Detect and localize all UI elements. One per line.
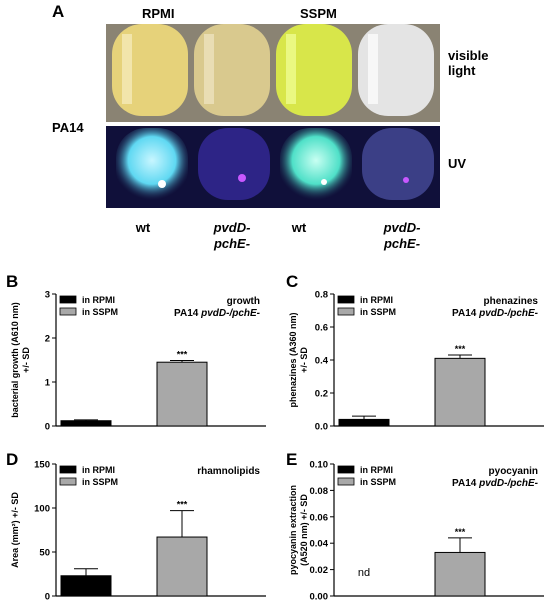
bar-1 — [156, 536, 208, 597]
y-tick-label: 0.2 — [315, 389, 328, 400]
y-axis-label-2: (A520 nm) +/- SD — [299, 494, 309, 566]
y-tick-label: 150 — [34, 460, 50, 471]
y-tick-label: 2 — [45, 334, 50, 345]
strain-label: PA14 — [52, 120, 84, 135]
panel-d-letter: D — [6, 450, 19, 469]
tube-photograph — [106, 24, 440, 208]
tube-uv-rpmi-wt — [116, 128, 188, 200]
panel-e-letter: E — [286, 450, 298, 469]
legend-label: in SSPM — [82, 477, 118, 487]
legend-swatch — [59, 307, 77, 316]
y-tick-label: 3 — [45, 290, 50, 301]
strain-label-1: wt — [135, 220, 151, 235]
y-tick-label: 0 — [45, 422, 50, 433]
visible-light-label: visible light — [448, 48, 489, 78]
legend-label: in RPMI — [82, 295, 115, 305]
chart-d-rhamnolipids: 0 50 100 150 Area (mm²) +/- SD *** in RPMI in S… — [10, 460, 266, 603]
legend-label: in SSPM — [360, 477, 396, 487]
legend-label: in SSPM — [82, 307, 118, 317]
chart-b-growth: 0 1 2 3 bacterial growth (A610 nm) +/- SD *** i… — [10, 290, 266, 433]
legend-swatch — [337, 465, 355, 474]
y-axis-label-2: +/- SD — [299, 347, 309, 373]
bar-0 — [60, 575, 112, 597]
strain-label-2: pvdD- pchE- — [213, 220, 251, 251]
legend-swatch — [59, 477, 77, 486]
y-tick-label: 0.6 — [315, 323, 328, 334]
legend-swatch — [337, 477, 355, 486]
legend-swatch — [59, 295, 77, 304]
y-tick-label: 50 — [39, 548, 50, 559]
y-axis-label: phenazines (A360 nm) — [288, 312, 298, 407]
uv-label: UV — [448, 156, 467, 171]
y-tick-label: 0.0 — [315, 422, 328, 433]
bar-0 — [338, 418, 390, 427]
legend-label: in RPMI — [360, 465, 393, 475]
significance-label: *** — [177, 349, 188, 359]
strain-label-4: pvdD- pchE- — [383, 220, 421, 251]
header-rpmi: RPMI — [142, 6, 175, 21]
y-axis-label: Area (mm²) +/- SD — [10, 492, 20, 568]
chart-c-phenazines: 0.0 0.2 0.4 0.6 0.8 phenazines (A360 nm) +/- S… — [288, 290, 544, 433]
tube-uv-sspm-mutant — [362, 128, 434, 200]
tube-uv-sspm-wt — [280, 128, 352, 200]
y-tick-label: 0.10 — [310, 460, 329, 471]
nd-label: nd — [358, 567, 370, 579]
y-tick-label: 100 — [34, 504, 50, 515]
y-axis-label-2: +/- SD — [21, 347, 31, 373]
header-sspm: SSPM — [300, 6, 337, 21]
bar-0 — [60, 420, 112, 427]
panel-c-letter: C — [286, 272, 299, 291]
y-tick-label: 0.02 — [310, 565, 329, 576]
y-axis-label: pyocyanin extraction — [288, 485, 298, 575]
strain-label-3: wt — [291, 220, 307, 235]
y-tick-label: 0.8 — [315, 290, 328, 301]
bar-1 — [156, 361, 208, 427]
legend-swatch — [59, 465, 77, 474]
y-tick-label: 1 — [45, 378, 51, 389]
significance-label: *** — [177, 500, 188, 510]
chart-subtitle: PA14 pvdD-/pchE- — [452, 308, 539, 319]
bar-1 — [434, 551, 486, 597]
chart-subtitle: PA14 pvdD-/pchE- — [174, 308, 261, 319]
significance-label: *** — [455, 344, 466, 354]
legend-swatch — [337, 307, 355, 316]
tube-uv-rpmi-mutant — [198, 128, 270, 200]
y-tick-label: 0.04 — [310, 539, 329, 550]
chart-title: phenazines — [484, 296, 539, 307]
y-tick-label: 0.4 — [315, 356, 329, 367]
legend-label: in SSPM — [360, 307, 396, 317]
legend-swatch — [337, 295, 355, 304]
significance-label: *** — [455, 527, 466, 537]
panel-a-letter: A — [52, 2, 65, 21]
panel-b-letter: B — [6, 272, 19, 291]
chart-title: growth — [227, 296, 260, 307]
chart-title: rhamnolipids — [197, 466, 260, 477]
legend-label: in RPMI — [82, 465, 115, 475]
chart-e-pyocyanin: 0.00 0.02 0.04 0.06 0.08 0.10 pyocyanin extrac… — [288, 460, 544, 603]
bar-1 — [434, 357, 486, 427]
y-tick-label: 0.08 — [310, 486, 329, 497]
y-tick-label: 0.06 — [310, 512, 329, 523]
y-tick-label: 0 — [45, 592, 50, 603]
y-axis-label: bacterial growth (A610 nm) — [10, 302, 20, 418]
y-tick-label: 0.00 — [310, 592, 329, 603]
chart-title: pyocyanin — [489, 466, 538, 477]
legend-label: in RPMI — [360, 295, 393, 305]
chart-subtitle: PA14 pvdD-/pchE- — [452, 478, 539, 489]
